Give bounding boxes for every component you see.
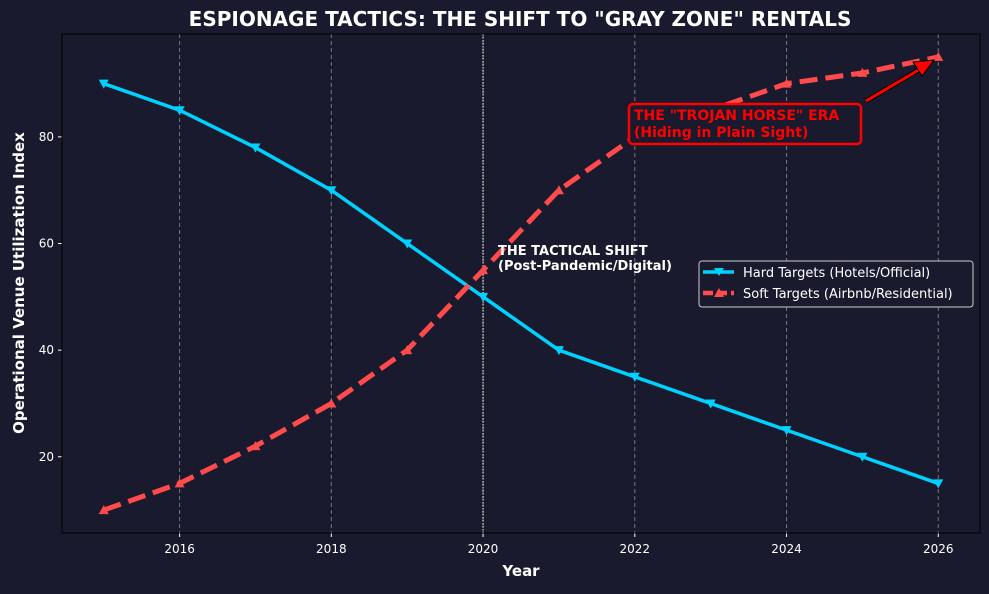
data-point-hard bbox=[250, 143, 261, 153]
data-point-soft bbox=[781, 78, 792, 88]
y-tick-label: 60 bbox=[39, 237, 54, 251]
legend: Hard Targets (Hotels/Official) Soft Targ… bbox=[698, 260, 974, 308]
x-tick-label: 2026 bbox=[923, 542, 954, 556]
series-line-hard bbox=[103, 81, 939, 486]
data-point-soft bbox=[98, 505, 109, 515]
annotation-arrow bbox=[865, 66, 923, 103]
data-point-hard bbox=[933, 479, 944, 489]
legend-box bbox=[698, 260, 974, 308]
data-point-hard bbox=[174, 106, 185, 116]
data-point-soft bbox=[326, 398, 337, 408]
data-point-hard bbox=[326, 186, 337, 196]
annotation-text: (Post-Pandemic/Digital) bbox=[498, 259, 672, 274]
data-point-soft bbox=[933, 51, 944, 61]
data-point-hard bbox=[705, 399, 716, 409]
y-axis-label: Operational Venue Utilization Index bbox=[10, 132, 28, 434]
data-point-hard bbox=[781, 426, 792, 436]
y-tick-label: 20 bbox=[39, 450, 54, 464]
data-point-hard bbox=[553, 346, 564, 356]
y-tick-label: 80 bbox=[39, 130, 54, 144]
data-point-soft bbox=[402, 345, 413, 355]
legend-label-soft: Soft Targets (Airbnb/Residential) bbox=[743, 287, 953, 302]
data-point-hard bbox=[857, 452, 868, 462]
annotation-trojan-horse: THE "TROJAN HORSE" ERA (Hiding in Plain … bbox=[627, 59, 936, 146]
data-point-soft bbox=[478, 265, 489, 275]
annotation-box bbox=[627, 102, 863, 146]
data-point-hard bbox=[402, 239, 413, 249]
series-line-soft bbox=[102, 54, 939, 513]
data-point-soft bbox=[174, 478, 185, 488]
data-point-soft bbox=[857, 67, 868, 77]
annotation-text: THE "TROJAN HORSE" ERA bbox=[634, 108, 839, 124]
x-tick-label: 2018 bbox=[316, 542, 347, 556]
x-axis-label: Year bbox=[501, 562, 540, 580]
legend-label-hard: Hard Targets (Hotels/Official) bbox=[743, 266, 930, 281]
data-point-hard bbox=[478, 292, 489, 302]
data-point-soft bbox=[553, 185, 564, 195]
data-point-hard bbox=[629, 372, 640, 382]
data-point-soft bbox=[250, 441, 261, 451]
legend-marker-hard bbox=[714, 268, 724, 276]
x-tick-label: 2022 bbox=[620, 542, 651, 556]
annotation-text: (Hiding in Plain Sight) bbox=[634, 125, 808, 141]
data-point-hard bbox=[98, 79, 109, 89]
x-tick-label: 2020 bbox=[468, 542, 499, 556]
annotation-tactical-shift: THE TACTICAL SHIFT (Post-Pandemic/Digita… bbox=[498, 244, 672, 274]
annotation-arrowhead bbox=[912, 59, 936, 77]
x-tick-label: 2016 bbox=[164, 542, 195, 556]
x-tick-label: 2024 bbox=[771, 542, 802, 556]
plot-area-border bbox=[61, 33, 981, 534]
annotation-text: THE TACTICAL SHIFT bbox=[498, 244, 648, 259]
y-tick-label: 40 bbox=[39, 343, 54, 357]
legend-marker-soft bbox=[714, 288, 724, 297]
chart-title: ESPIONAGE TACTICS: THE SHIFT TO "GRAY ZO… bbox=[189, 7, 852, 31]
